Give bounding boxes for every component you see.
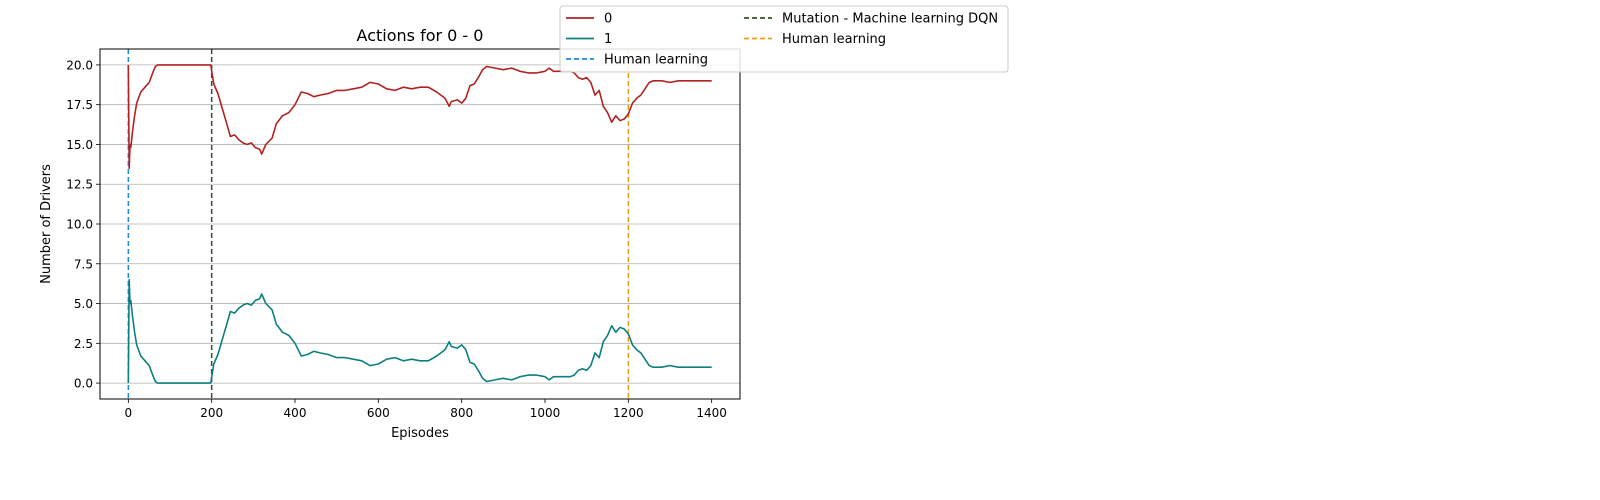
legend-label: Human learning — [604, 53, 708, 68]
y-tick-label: 12.5 — [66, 178, 93, 192]
y-tick-label: 17.5 — [66, 98, 93, 112]
axis-ticks: 0.0 2.5 5.0 7.5 10.0 12.5 15.0 17.5 20.0 0 200 400 6… — [66, 58, 727, 420]
x-tick-label: 1000 — [530, 406, 561, 420]
legend: 0 1 Human learning Mutation - Machine learn… — [559, 5, 1009, 73]
x-tick-label: 1400 — [696, 406, 727, 420]
series-line-1 — [127, 278, 712, 384]
y-tick-label: 15.0 — [66, 138, 93, 152]
chart-title: Actions for 0 - 0 — [357, 26, 484, 45]
y-tick-label: 0.0 — [74, 377, 93, 391]
x-tick-label: 0 — [125, 406, 133, 420]
legend-label: Mutation - Machine learning DQN — [782, 12, 998, 27]
legend-label: 1 — [604, 32, 612, 47]
series-lines — [127, 64, 712, 384]
x-tick-label: 400 — [284, 406, 307, 420]
grid-lines — [100, 64, 740, 384]
x-tick-label: 600 — [367, 406, 390, 420]
x-tick-label: 1200 — [613, 406, 644, 420]
x-axis-label: Episodes — [391, 426, 449, 441]
legend-label: Human learning — [782, 32, 886, 47]
y-tick-label: 10.0 — [66, 218, 93, 232]
series-line-0 — [127, 64, 712, 170]
y-tick-label: 5.0 — [74, 297, 93, 311]
x-tick-label: 200 — [200, 406, 223, 420]
y-tick-label: 20.0 — [66, 58, 93, 72]
y-axis-label: Number of Drivers — [39, 164, 54, 284]
y-tick-label: 2.5 — [74, 337, 93, 351]
y-tick-label: 7.5 — [74, 257, 93, 271]
legend-box — [559, 5, 1009, 73]
legend-label: 0 — [604, 12, 612, 27]
x-tick-label: 800 — [450, 406, 473, 420]
